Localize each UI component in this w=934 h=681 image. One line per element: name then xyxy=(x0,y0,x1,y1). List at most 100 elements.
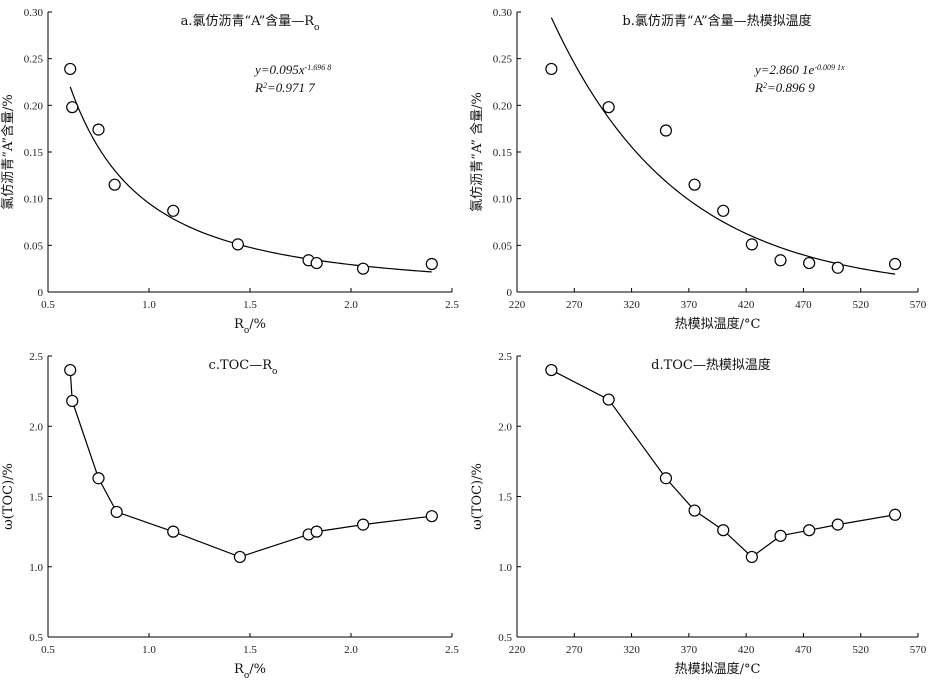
x-tick-label: 220 xyxy=(509,299,526,311)
x-tick-label: 1.5 xyxy=(243,644,257,656)
data-point xyxy=(602,101,615,114)
y-tick-label: 0.30 xyxy=(493,7,513,19)
x-tick-label: 320 xyxy=(623,299,640,311)
x-tick-label: 1.0 xyxy=(142,299,156,311)
x-axis-label: Ro/% xyxy=(234,662,266,681)
data-point xyxy=(92,123,105,136)
data-point xyxy=(64,62,77,76)
data-point xyxy=(167,525,180,538)
x-tick-label: 2.5 xyxy=(445,299,459,311)
x-tick-label: 0.5 xyxy=(41,299,55,311)
chart-panels: 0.5 1.0 1.5 2.0 2.5 0 0.05 0.10 0.15 0.20 0.25 0.30… xyxy=(0,7,927,681)
data-point xyxy=(831,261,844,274)
y-tick-label: 0.25 xyxy=(493,54,513,66)
fit-r2: R2=0.896 9 xyxy=(754,80,815,95)
data-point xyxy=(803,524,816,537)
chart-panel-d: 220 270 320 370 420 470 520 570 0.5 1.0 1.5 2.0 2.5 d… xyxy=(470,351,927,677)
data-point xyxy=(774,529,787,542)
y-tick-label: 0.20 xyxy=(493,100,513,112)
y-tick-label: 0.15 xyxy=(493,147,513,159)
y-tick-label: 0.10 xyxy=(493,194,513,206)
x-tick-label: 470 xyxy=(795,644,812,656)
chart-title: d.TOC—热模拟温度 xyxy=(651,357,771,373)
fit-r2: R2=0.971 7 xyxy=(254,80,315,95)
data-point xyxy=(717,204,730,217)
x-tick-label: 570 xyxy=(910,644,927,656)
y-tick-label: 0.5 xyxy=(29,632,43,644)
data-point xyxy=(688,178,701,191)
y-tick-label: 0.25 xyxy=(24,54,44,66)
y-tick-label: 0.15 xyxy=(24,147,44,159)
data-point xyxy=(545,363,558,377)
x-tick-label: 370 xyxy=(681,644,698,656)
data-point xyxy=(233,550,246,564)
series-line xyxy=(69,370,432,558)
data-point xyxy=(545,62,558,76)
x-tick-label: 520 xyxy=(852,644,869,656)
data-point xyxy=(66,101,79,114)
data-point xyxy=(310,525,323,538)
y-tick-label: 0 xyxy=(38,287,44,299)
x-tick-label: 220 xyxy=(509,644,526,656)
y-axis-label: 氯仿沥青“A”含量/% xyxy=(0,94,16,210)
data-point xyxy=(425,510,438,523)
data-point xyxy=(602,393,615,406)
y-tick-label: 2.0 xyxy=(498,421,512,433)
x-axis-label: 热模拟温度/°C xyxy=(675,661,761,677)
data-point xyxy=(108,178,121,191)
data-point xyxy=(717,524,730,537)
y-tick-label: 1.5 xyxy=(498,492,512,504)
x-tick-label: 2.5 xyxy=(445,644,459,656)
data-point xyxy=(110,505,123,519)
data-point xyxy=(167,204,180,217)
data-point xyxy=(92,472,105,485)
data-point xyxy=(831,518,844,531)
x-tick-label: 270 xyxy=(566,644,583,656)
y-tick-label: 1.5 xyxy=(29,492,43,504)
x-tick-label: 320 xyxy=(623,644,640,656)
data-point xyxy=(659,124,673,137)
y-tick-label: 0 xyxy=(507,287,513,299)
chart-title: b.氯仿沥青“A”含量—热模拟温度 xyxy=(622,13,811,29)
data-point xyxy=(425,257,438,271)
fit-curve xyxy=(69,86,432,273)
x-tick-label: 1.5 xyxy=(243,299,257,311)
x-tick-label: 420 xyxy=(738,644,755,656)
x-axis-label: 热模拟温度/°C xyxy=(675,316,761,332)
x-tick-label: 470 xyxy=(795,299,812,311)
chart-panel-a: 0.5 1.0 1.5 2.0 2.5 0 0.05 0.10 0.15 0.20 0.25 0.30… xyxy=(0,7,459,336)
chart-panel-b: 220 270 320 370 420 470 520 570 0 0.05 0.10 0.15 0.2… xyxy=(469,7,927,332)
x-tick-label: 2.0 xyxy=(344,299,358,311)
x-tick-label: 1.0 xyxy=(142,644,156,656)
y-tick-label: 0.10 xyxy=(24,194,44,206)
x-tick-label: 520 xyxy=(852,299,869,311)
data-point xyxy=(688,504,701,517)
data-point xyxy=(888,257,902,271)
y-axis-label: ω(TOC)/% xyxy=(470,463,485,530)
x-tick-label: 420 xyxy=(738,299,755,311)
data-point xyxy=(66,394,79,408)
y-tick-label: 0.20 xyxy=(24,100,44,112)
data-point xyxy=(357,262,370,275)
data-point xyxy=(357,518,370,531)
x-tick-label: 0.5 xyxy=(41,644,55,656)
y-axis-label: 氯仿沥青“A” 含量/% xyxy=(469,92,485,212)
data-point xyxy=(774,254,787,267)
y-tick-label: 2.5 xyxy=(498,351,512,363)
y-tick-label: 0.5 xyxy=(498,632,512,644)
chart-panel-c: 0.5 1.0 1.5 2.0 2.5 0.5 1.0 1.5 2.0 2.5 c.TOC—Ro Ro… xyxy=(1,351,459,681)
x-axis-label: Ro/% xyxy=(234,317,266,336)
data-point xyxy=(888,508,902,521)
x-tick-label: 2.0 xyxy=(344,644,358,656)
fit-equation: y=2.860 1e-0.009 1x xyxy=(753,62,845,77)
x-tick-label: 370 xyxy=(681,299,698,311)
x-tick-label: 570 xyxy=(910,299,927,311)
y-tick-label: 2.5 xyxy=(29,351,43,363)
data-point xyxy=(803,256,816,270)
y-tick-label: 1.0 xyxy=(29,562,43,574)
fit-curve xyxy=(550,17,896,275)
x-tick-label: 270 xyxy=(566,299,583,311)
y-tick-label: 0.05 xyxy=(24,240,44,252)
data-point xyxy=(231,238,244,251)
chart-title: c.TOC—Ro xyxy=(209,358,278,377)
